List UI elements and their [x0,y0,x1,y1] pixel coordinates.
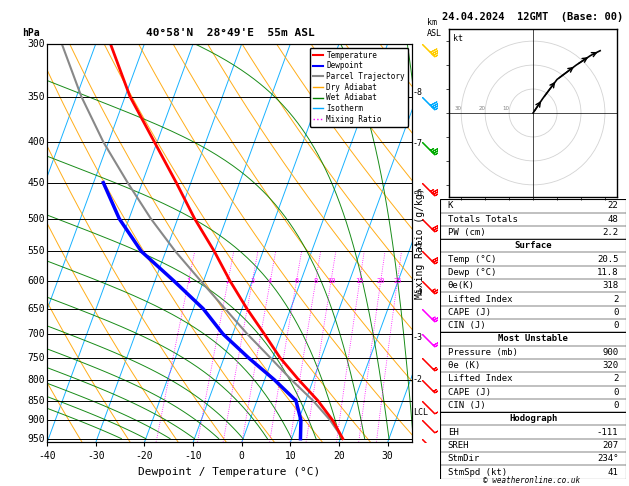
Text: hPa: hPa [21,28,39,38]
Text: StmDir: StmDir [448,454,480,463]
Text: 30: 30 [454,105,461,111]
Text: 207: 207 [603,441,618,450]
Text: 650: 650 [28,304,45,313]
Text: Most Unstable: Most Unstable [498,334,568,344]
Text: CAPE (J): CAPE (J) [448,388,491,397]
Text: Totals Totals: Totals Totals [448,215,518,224]
Text: 2: 2 [613,295,618,304]
Text: 1: 1 [186,278,191,284]
Text: PW (cm): PW (cm) [448,228,486,237]
X-axis label: Dewpoint / Temperature (°C): Dewpoint / Temperature (°C) [138,467,321,477]
Text: 300: 300 [28,39,45,49]
Bar [440,239,626,332]
Text: km
ASL: km ASL [426,18,442,38]
Text: Surface: Surface [515,242,552,250]
Text: 2: 2 [226,278,230,284]
Text: θe(K): θe(K) [448,281,475,290]
Text: 48: 48 [608,215,618,224]
Text: 41: 41 [608,468,618,477]
Text: Hodograph: Hodograph [509,415,557,423]
Text: 2.2: 2.2 [603,228,618,237]
Text: 22: 22 [608,201,618,210]
Text: -111: -111 [597,428,618,436]
Text: 350: 350 [28,91,45,102]
Text: 11.8: 11.8 [597,268,618,277]
Text: -8: -8 [413,88,423,97]
Text: Lifted Index: Lifted Index [448,295,512,304]
Text: -7: -7 [413,139,423,148]
Text: 900: 900 [28,415,45,425]
Text: SREH: SREH [448,441,469,450]
Text: StmSpd (kt): StmSpd (kt) [448,468,507,477]
Text: 8: 8 [313,278,318,284]
Text: 318: 318 [603,281,618,290]
Text: 500: 500 [28,214,45,224]
Text: 750: 750 [28,353,45,363]
Text: 40°58'N  28°49'E  55m ASL: 40°58'N 28°49'E 55m ASL [146,28,314,38]
Text: K: K [448,201,453,210]
Text: 850: 850 [28,396,45,405]
Text: 700: 700 [28,329,45,339]
Text: -4: -4 [413,288,423,297]
Text: 4: 4 [268,278,272,284]
Text: 550: 550 [28,246,45,257]
Text: -2: -2 [413,375,423,384]
Text: Mixing Ratio (g/kg): Mixing Ratio (g/kg) [415,187,425,299]
Text: 0: 0 [613,388,618,397]
Text: 950: 950 [28,434,45,444]
Text: 800: 800 [28,375,45,385]
Text: -6: -6 [413,190,423,198]
Text: 20: 20 [478,105,485,111]
Text: 24.04.2024  12GMT  (Base: 00): 24.04.2024 12GMT (Base: 00) [442,12,624,22]
Text: -5: -5 [413,241,423,250]
Text: 25: 25 [393,278,402,284]
Legend: Temperature, Dewpoint, Parcel Trajectory, Dry Adiabat, Wet Adiabat, Isotherm, Mi: Temperature, Dewpoint, Parcel Trajectory… [309,48,408,127]
Text: 6: 6 [294,278,299,284]
Text: 0: 0 [613,401,618,410]
Text: 450: 450 [28,178,45,188]
Text: 3: 3 [250,278,255,284]
Text: 400: 400 [28,138,45,147]
Text: 0: 0 [613,308,618,317]
Bar [440,332,626,412]
Bar [440,412,626,479]
Text: θe (K): θe (K) [448,361,480,370]
Text: 0: 0 [613,321,618,330]
Text: Lifted Index: Lifted Index [448,374,512,383]
Text: 600: 600 [28,276,45,286]
Text: CIN (J): CIN (J) [448,401,486,410]
Text: 15: 15 [355,278,364,284]
Text: 234°: 234° [597,454,618,463]
Text: 900: 900 [603,348,618,357]
Text: Temp (°C): Temp (°C) [448,255,496,263]
Text: Pressure (mb): Pressure (mb) [448,348,518,357]
Text: kt: kt [453,34,462,43]
Text: 20.5: 20.5 [597,255,618,263]
Text: CAPE (J): CAPE (J) [448,308,491,317]
Text: 10: 10 [502,105,509,111]
Text: 320: 320 [603,361,618,370]
Text: © weatheronline.co.uk: © weatheronline.co.uk [483,476,580,485]
Text: EH: EH [448,428,459,436]
Text: 20: 20 [376,278,385,284]
Text: CIN (J): CIN (J) [448,321,486,330]
Text: 2: 2 [613,374,618,383]
Text: 10: 10 [326,278,335,284]
Text: -3: -3 [413,333,423,342]
Text: LCL: LCL [413,408,428,417]
Text: Dewp (°C): Dewp (°C) [448,268,496,277]
